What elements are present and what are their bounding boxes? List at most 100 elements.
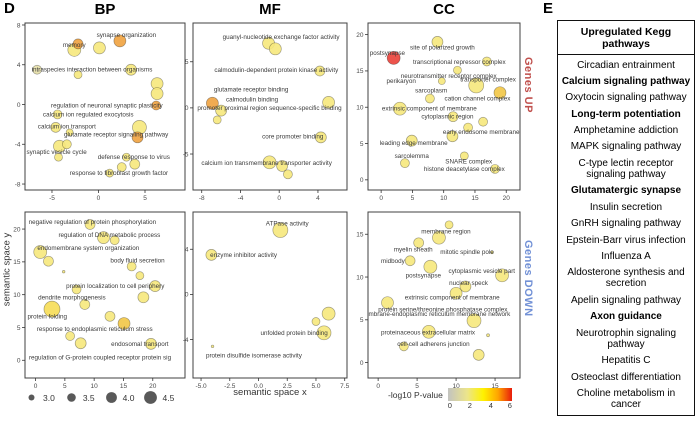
- term-label: core promoter binding: [262, 133, 324, 140]
- y-tick-label: 10: [356, 105, 364, 112]
- bubble: [135, 271, 145, 280]
- bubble: [481, 56, 492, 67]
- y-tick-label: 8: [17, 22, 21, 29]
- term-label: endomembrane system organization: [37, 245, 139, 252]
- bubble-plot-bp-up: -5 0 5 -8 -4 0 4 8 synapse organization memory int…: [15, 22, 186, 202]
- bubble: [52, 109, 63, 120]
- term-label: calcium ion regulated exocytosis: [43, 111, 134, 118]
- bubble: [117, 317, 131, 330]
- bubble: [137, 291, 150, 304]
- bubble: [205, 249, 218, 261]
- term-label: sarcolemma: [395, 153, 430, 160]
- term-label: regulation of neuronal synaptic plastici…: [51, 103, 164, 110]
- bubble: [145, 338, 157, 350]
- bubble: [478, 116, 488, 127]
- bubble: [486, 333, 490, 338]
- term-label: regulation of G-protein coupled receptor…: [29, 355, 172, 362]
- bubble: [449, 286, 463, 300]
- bubble: [381, 296, 394, 310]
- bubble: [74, 337, 87, 350]
- y-tick-label: 0: [360, 360, 364, 367]
- term-label: protein folding: [27, 313, 67, 320]
- term-label: glutamate receptor signaling pathway: [64, 131, 169, 138]
- y-tick-label: 0: [185, 292, 189, 299]
- y-tick-label: 0: [185, 105, 189, 112]
- bubble: [122, 152, 131, 162]
- x-tick-label: 4: [316, 195, 320, 202]
- term-label: extrinsic component of membrane: [405, 295, 500, 302]
- term-label: protein localization to cell periphery: [66, 283, 165, 290]
- bubble: [262, 155, 277, 170]
- bubble-plot-mf-up: -8 -4 0 4 -5 0 5 guanyl-nucleotide exchange fac…: [183, 22, 348, 202]
- bubble: [210, 344, 215, 349]
- bubble: [268, 42, 282, 56]
- term-label: cytoplasmic vesicle part: [449, 268, 516, 275]
- bubble: [67, 42, 82, 57]
- bubble: [463, 122, 473, 133]
- color-gradient-ticks: 0 2 4 6: [448, 401, 512, 411]
- y-tick-label: 5: [360, 141, 364, 148]
- bubble: [43, 300, 61, 318]
- term-label: calcium ion transport: [38, 123, 96, 130]
- bubble: [62, 270, 66, 274]
- size-legend-circle: [144, 391, 158, 404]
- bubble: [104, 310, 116, 322]
- bubble: [314, 65, 326, 77]
- y-tick-label: 5: [185, 59, 189, 66]
- y-tick-label: 0: [17, 358, 21, 365]
- term-label: perikaryon: [386, 78, 416, 85]
- bubble: [65, 128, 74, 137]
- y-tick-label: -4: [183, 337, 189, 344]
- x-tick-label: 5: [63, 383, 67, 390]
- bubble: [472, 349, 485, 361]
- x-tick-label: 10: [91, 383, 99, 390]
- bubble: [386, 51, 401, 65]
- bubble: [404, 255, 416, 267]
- bubble: [105, 168, 115, 178]
- size-legend-circle: [28, 394, 35, 401]
- bubble: [132, 120, 147, 135]
- term-label: sarcoplasm: [415, 88, 447, 95]
- bubble: [437, 77, 446, 85]
- bubble: [421, 324, 436, 339]
- size-legend-value: 3.5: [82, 392, 95, 403]
- y-tick-label: 10: [356, 274, 364, 281]
- term-label: neurotransmitter receptor complex: [401, 73, 498, 80]
- bubble: [393, 101, 407, 116]
- pathway-row: Choline metabolism in cancer: [576, 387, 676, 411]
- bubble: [215, 104, 227, 117]
- term-label: extrinsic component of membrane: [382, 106, 477, 113]
- color-legend-tick: 2: [467, 401, 472, 410]
- term-label: midbody: [381, 258, 406, 265]
- bubble: [311, 317, 321, 326]
- bubble-plot-bp-down: 0 5 10 15 20 0 5 10 15 20 negative regulation of p…: [13, 211, 186, 390]
- bubble: [33, 245, 48, 259]
- term-label: protein serine/threonine phosphatase com…: [378, 307, 508, 314]
- bubble: [466, 313, 482, 329]
- y-tick-label: 5: [17, 325, 21, 332]
- bubble: [54, 152, 63, 162]
- y-tick-label: -8: [15, 181, 21, 188]
- pathway-row: Aldosterone synthesis and secretion: [567, 267, 685, 290]
- pathway-row: Glutamatergic synapse: [570, 185, 682, 197]
- bubble: [65, 331, 75, 341]
- size-legend-value: 4.5: [162, 392, 175, 403]
- kegg-table-header: Upregulated Kegg pathways: [558, 21, 694, 55]
- term-label: ATPase activity: [266, 220, 310, 227]
- panel-d-label: D: [4, 0, 15, 17]
- term-label: response to endoplasmic reticulum stress: [37, 326, 153, 333]
- bubble: [212, 115, 222, 125]
- color-legend-tick: 6: [507, 401, 512, 410]
- x-tick-label: -5: [49, 195, 55, 202]
- bubble: [399, 341, 409, 352]
- bubble: [493, 86, 507, 100]
- y-tick-label: 0: [360, 177, 364, 184]
- genes-down-label: Genes DOWN: [522, 240, 534, 317]
- term-label: nuclear speck: [449, 280, 489, 287]
- term-label: cell-cell adherens junction: [397, 341, 470, 348]
- x-tick-label: 0: [379, 195, 383, 202]
- size-legend-item: 4.5: [143, 390, 174, 405]
- term-label: synapse organization: [97, 32, 157, 39]
